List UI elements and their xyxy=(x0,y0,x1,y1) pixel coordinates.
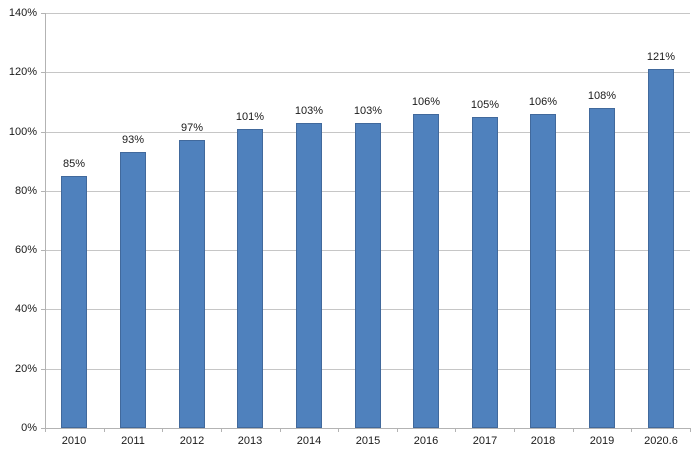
x-axis-tick-label: 2012 xyxy=(179,435,205,447)
y-tick-mark xyxy=(41,309,45,310)
bar xyxy=(530,114,556,428)
x-tick-mark xyxy=(45,428,46,432)
x-tick-mark xyxy=(280,428,281,432)
x-axis-tick-label: 2013 xyxy=(237,435,263,447)
x-tick-mark xyxy=(338,428,339,432)
y-axis-line xyxy=(45,13,46,432)
y-axis-tick-label: 100% xyxy=(8,126,37,138)
x-tick-mark xyxy=(162,428,163,432)
x-axis-tick-label: 2016 xyxy=(413,435,439,447)
y-axis-tick-label: 40% xyxy=(14,303,37,315)
bar-value-label: 106% xyxy=(528,96,558,108)
x-axis-tick-label: 2017 xyxy=(472,435,498,447)
bar-value-label: 103% xyxy=(353,105,383,117)
bar xyxy=(355,123,381,428)
y-tick-mark xyxy=(41,13,45,14)
bar xyxy=(179,140,205,428)
y-axis-tick-label: 80% xyxy=(14,185,37,197)
x-axis-tick-label: 2014 xyxy=(296,435,322,447)
y-tick-mark xyxy=(41,369,45,370)
y-axis-tick-label: 0% xyxy=(21,422,37,434)
y-tick-mark xyxy=(41,72,45,73)
y-tick-mark xyxy=(41,191,45,192)
bar-value-label: 108% xyxy=(587,90,617,102)
bar xyxy=(413,114,439,428)
y-axis-tick-label: 20% xyxy=(14,363,37,375)
x-axis-tick-label: 2019 xyxy=(589,435,615,447)
x-tick-mark xyxy=(631,428,632,432)
y-axis-tick-label: 60% xyxy=(14,244,37,256)
bar-value-label: 101% xyxy=(235,111,265,123)
bar xyxy=(296,123,322,428)
x-tick-mark xyxy=(397,428,398,432)
y-tick-mark xyxy=(41,250,45,251)
y-tick-mark xyxy=(41,132,45,133)
y-axis-tick-label: 140% xyxy=(8,7,37,19)
bar xyxy=(237,129,263,428)
bar-value-label: 97% xyxy=(180,122,204,134)
gridline xyxy=(45,72,690,73)
bar-value-label: 121% xyxy=(646,51,676,63)
x-axis-tick-label: 2018 xyxy=(530,435,556,447)
x-axis-tick-label: 2015 xyxy=(355,435,381,447)
y-tick-mark xyxy=(41,428,45,429)
y-axis-tick-label: 120% xyxy=(8,66,37,78)
gridline xyxy=(45,13,690,14)
x-tick-mark xyxy=(455,428,456,432)
bar xyxy=(120,152,146,428)
x-tick-mark xyxy=(104,428,105,432)
x-tick-mark xyxy=(514,428,515,432)
x-tick-mark xyxy=(690,428,691,432)
bar xyxy=(61,176,87,428)
bar xyxy=(472,117,498,428)
bar-value-label: 93% xyxy=(121,134,145,146)
bar-value-label: 106% xyxy=(411,96,441,108)
bar xyxy=(589,108,615,428)
bar xyxy=(648,69,674,428)
x-tick-mark xyxy=(221,428,222,432)
x-axis-tick-label: 2011 xyxy=(121,435,145,447)
bar-value-label: 85% xyxy=(62,158,86,170)
x-tick-mark xyxy=(573,428,574,432)
bar-value-label: 105% xyxy=(470,99,500,111)
bar-value-label: 103% xyxy=(294,105,324,117)
x-axis-tick-label: 2020.6 xyxy=(644,435,678,447)
x-axis-tick-label: 2010 xyxy=(61,435,87,447)
x-axis-line xyxy=(45,428,690,429)
